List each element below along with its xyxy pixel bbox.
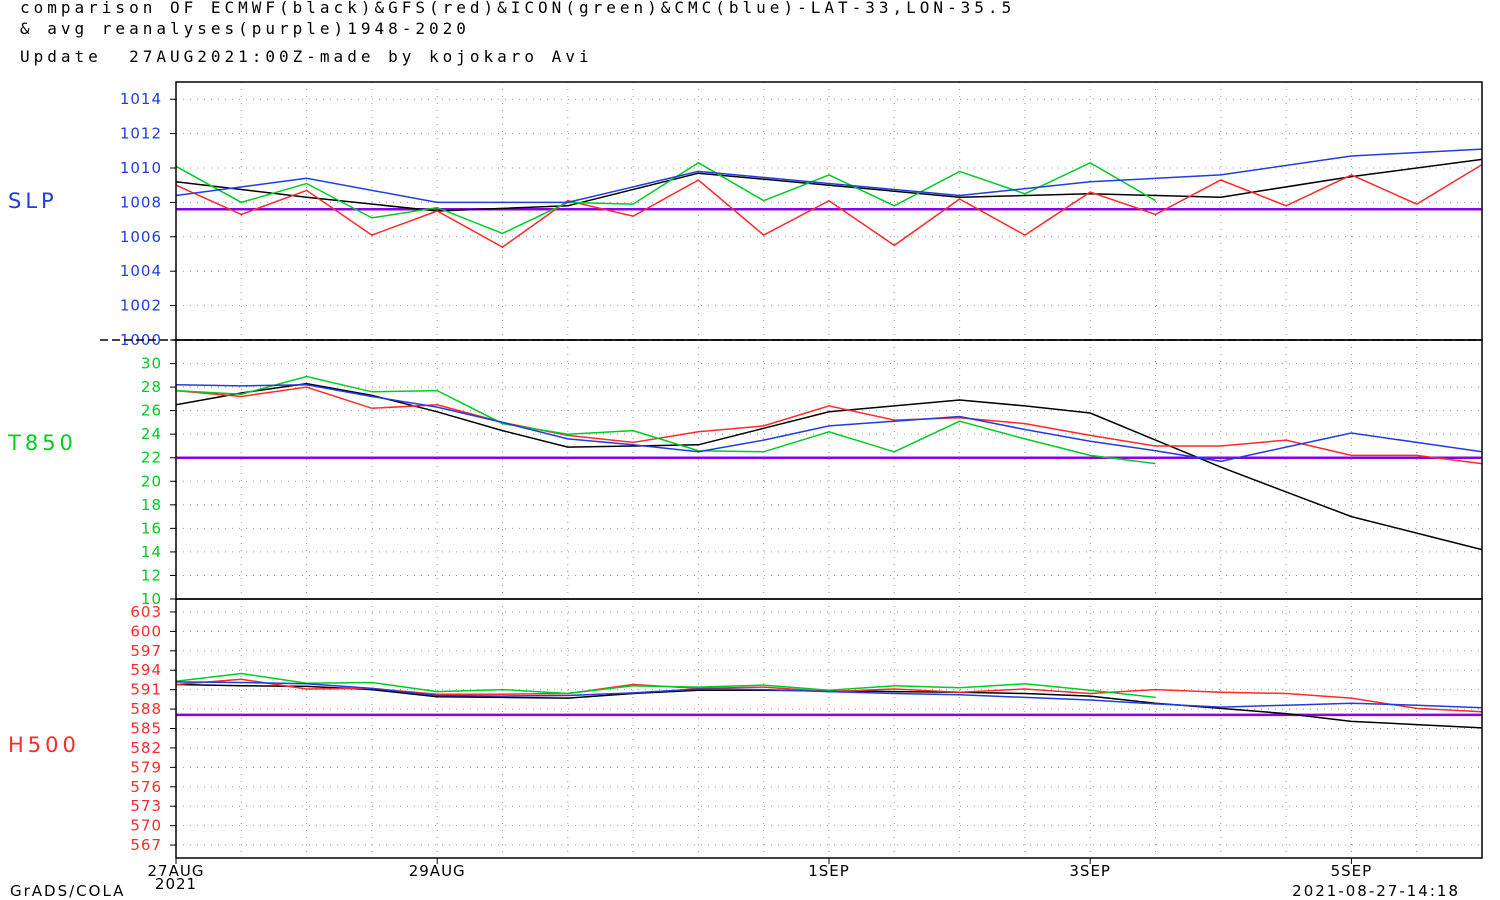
series-icon-slp (175, 161, 1156, 235)
y-tick-label: 14 (141, 543, 162, 561)
panel-frame (175, 339, 1483, 600)
y-tick-label: 1004 (120, 262, 162, 280)
series-gfs-slp (175, 163, 1483, 248)
y-tick-label: 1006 (120, 228, 162, 246)
series-cmc-slp (175, 148, 1483, 204)
chart-update-line: Update 27AUG2021:00Z-made by kojokaro Av… (20, 47, 593, 66)
series-icon-h500 (175, 672, 1156, 699)
y-tick-label: 579 (130, 758, 162, 776)
series-ecmwf-slp (175, 158, 1483, 212)
y-tick-label: 12 (141, 566, 162, 584)
y-tick-label: 18 (141, 496, 162, 514)
x-tick-label: 3SEP (1069, 862, 1111, 880)
chart-title-line2: & avg reanalyses(purple)1948-2020 (20, 19, 470, 38)
y-tick-label: 1012 (120, 125, 162, 143)
y-tick-label: 26 (141, 402, 162, 420)
series-cmc-t850 (175, 383, 1483, 463)
y-tick-label: 24 (141, 425, 162, 443)
y-tick-label: 22 (141, 449, 162, 467)
y-tick-label: 600 (130, 622, 162, 640)
panel-label-slp: SLP (8, 189, 58, 213)
panel-label-t850: T850 (7, 431, 77, 455)
panel-label-h500: H500 (8, 733, 80, 757)
y-tick-label: 594 (130, 661, 162, 679)
y-tick-label: 567 (130, 836, 162, 854)
chart-title-line1: comparison OF ECMWF(black)&GFS(red)&ICON… (20, 0, 1015, 17)
x-tick-label: 5SEP (1331, 862, 1373, 880)
series-icon-t850 (175, 375, 1156, 465)
y-tick-label: 1014 (120, 90, 162, 108)
y-tick-label: 30 (141, 355, 162, 373)
y-tick-label: 570 (130, 817, 162, 835)
footer-timestamp: 2021-08-27-14:18 (1292, 882, 1460, 900)
y-tick-label: 20 (141, 472, 162, 490)
y-tick-label: 588 (130, 700, 162, 718)
y-tick-label: 1008 (120, 193, 162, 211)
panel-frame (175, 81, 1483, 341)
y-tick-label: 576 (130, 778, 162, 796)
x-tick-label: 29AUG (409, 862, 466, 880)
y-tick-label: 573 (130, 797, 162, 815)
y-tick-label: 28 (141, 378, 162, 396)
y-tick-label: 597 (130, 642, 162, 660)
y-tick-label: 16 (141, 519, 162, 537)
y-tick-label: 603 (130, 603, 162, 621)
panel-frame (175, 598, 1483, 859)
series-ecmwf-t850 (175, 382, 1483, 551)
x-tick-label: 1SEP (808, 862, 850, 880)
y-tick-label: 1010 (120, 159, 162, 177)
plot-area: 10001002100410061008101010121014SLP10121… (7, 81, 1483, 893)
y-tick-label: 585 (130, 720, 162, 738)
y-tick-label: 582 (130, 739, 162, 757)
series-gfs-h500 (175, 678, 1483, 713)
series-cmc-h500 (175, 681, 1483, 709)
y-tick-label: 591 (130, 681, 162, 699)
series-gfs-t850 (175, 386, 1483, 465)
y-tick-label: 1002 (120, 297, 162, 315)
footer-grads: GrADS/COLA (10, 882, 125, 900)
y-tick-label: 10 (141, 590, 162, 608)
x-tick-label: 27AUG (148, 862, 205, 880)
x-tick-year: 2021 (155, 875, 197, 893)
